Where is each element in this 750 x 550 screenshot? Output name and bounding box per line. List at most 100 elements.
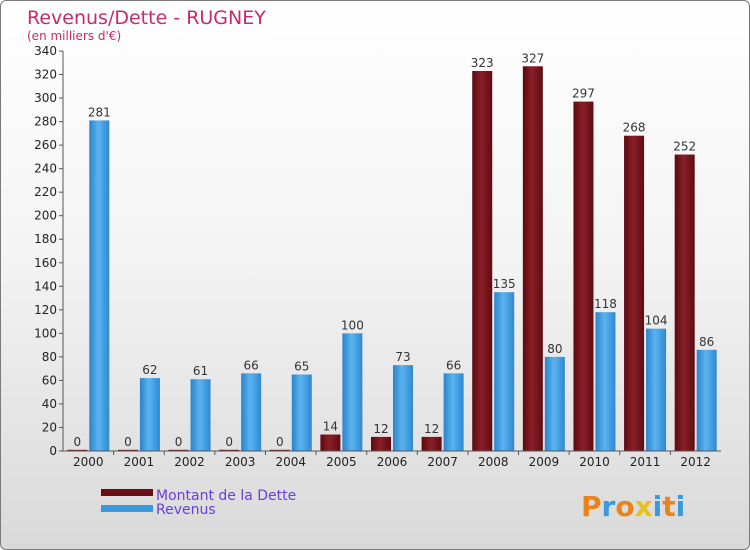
x-tick-label: 2008	[478, 455, 509, 469]
x-tick-label: 2005	[326, 455, 357, 469]
bar-revenus	[342, 333, 363, 451]
logo-letter: i	[676, 490, 686, 523]
y-tick-label: 100	[34, 326, 57, 340]
legend-swatch-debt	[101, 489, 153, 496]
legend: Montant de la Dette Revenus	[101, 488, 296, 518]
data-label-revenus: 135	[493, 277, 516, 291]
data-label-debt: 323	[471, 56, 494, 70]
data-label-debt: 297	[572, 87, 595, 101]
bar-revenus	[139, 378, 160, 451]
x-tick-label: 2001	[124, 455, 155, 469]
y-tick-label: 160	[34, 256, 57, 270]
legend-label-debt: Montant de la Dette	[156, 488, 296, 504]
y-tick-label: 40	[42, 397, 57, 411]
y-tick-label: 200	[34, 209, 57, 223]
data-label-revenus: 80	[547, 342, 562, 356]
bar-debt	[674, 154, 695, 451]
y-tick-label: 240	[34, 162, 57, 176]
y-tick-label: 320	[34, 68, 57, 82]
y-tick-label: 260	[34, 138, 57, 152]
y-tick-label: 0	[49, 444, 57, 458]
data-label-revenus: 281	[88, 105, 111, 119]
logo-letter: x	[635, 490, 653, 523]
data-label-revenus: 65	[294, 360, 309, 374]
y-tick-label: 60	[42, 373, 57, 387]
x-axis: 2000 2001 2002 2003 2004 2005 2006 2007 2008 2009…	[63, 450, 721, 469]
y-axis: 0 20 40 60 80 100 120 140 160 180 200 220 240 260 280 3…	[34, 44, 64, 458]
y-tick-label: 20	[42, 420, 57, 434]
bar-revenus	[595, 312, 616, 451]
data-label-debt: 12	[424, 422, 439, 436]
x-tick-label: 2012	[680, 455, 711, 469]
bar-revenus	[241, 373, 262, 451]
y-tick-label: 280	[34, 115, 57, 129]
y-tick-label: 220	[34, 185, 57, 199]
bar-revenus	[544, 356, 565, 451]
x-tick-label: 2006	[377, 455, 408, 469]
bar-revenus	[646, 328, 667, 451]
logo-letter: P	[581, 490, 602, 523]
x-tick-label: 2004	[275, 455, 306, 469]
data-label-revenus: 66	[446, 358, 461, 372]
logo-letter: t	[662, 490, 675, 523]
chart-subtitle: (en milliers d'€)	[27, 29, 121, 43]
data-label-debt: 0	[276, 435, 284, 449]
data-label-debt: 0	[124, 435, 132, 449]
bar-revenus	[291, 374, 312, 451]
y-tick-label: 140	[34, 279, 57, 293]
bar-debt	[117, 449, 138, 451]
data-label-debt: 12	[373, 422, 388, 436]
bar-debt	[269, 449, 290, 451]
bar-debt	[67, 449, 88, 451]
data-label-revenus: 118	[594, 297, 617, 311]
y-tick-label: 120	[34, 303, 57, 317]
legend-label-revenus: Revenus	[156, 502, 216, 518]
x-tick-label: 2009	[529, 455, 560, 469]
bar-debt	[573, 101, 594, 452]
data-label-revenus: 100	[341, 318, 364, 332]
bar-debt	[421, 436, 442, 451]
bar-revenus	[190, 379, 211, 451]
bar-revenus	[494, 292, 515, 451]
data-label-revenus: 61	[193, 364, 208, 378]
proxiti-logo: Proxiti	[581, 490, 685, 523]
bar-debt	[219, 449, 240, 451]
bar-debt	[624, 135, 645, 452]
data-label-revenus: 104	[645, 314, 668, 328]
data-label-revenus: 73	[395, 350, 410, 364]
bar-debt	[168, 449, 189, 451]
x-tick-label: 2002	[174, 455, 205, 469]
y-tick-label: 180	[34, 232, 57, 246]
logo-letter: o	[615, 490, 634, 523]
bar-revenus	[443, 373, 464, 451]
y-tick-label: 340	[34, 44, 57, 58]
bar-revenus	[696, 349, 717, 451]
bar-debt	[522, 66, 543, 451]
bar-debt	[320, 434, 341, 451]
data-label-debt: 252	[673, 140, 696, 154]
data-label-debt: 0	[175, 435, 183, 449]
bar-revenus	[89, 120, 110, 451]
data-label-debt: 0	[225, 435, 233, 449]
x-tick-label: 2003	[225, 455, 256, 469]
y-tick-label: 300	[34, 91, 57, 105]
bar-debt	[371, 436, 391, 451]
bar-revenus	[393, 365, 413, 451]
data-label-debt: 14	[323, 420, 338, 434]
y-tick-label: 80	[42, 350, 57, 364]
data-label-debt: 268	[623, 121, 646, 135]
x-tick-label: 2011	[630, 455, 661, 469]
bar-debt	[472, 71, 493, 451]
chart-title: Revenus/Dette - RUGNEY	[27, 7, 266, 29]
data-label-revenus: 66	[244, 358, 259, 372]
data-label-revenus: 86	[699, 335, 714, 349]
x-tick-label: 2007	[427, 455, 458, 469]
data-label-debt: 327	[521, 51, 544, 65]
logo-letter: r	[602, 490, 616, 523]
legend-swatch-revenus	[101, 505, 153, 512]
x-tick-label: 2000	[73, 455, 104, 469]
logo-letter: i	[653, 490, 663, 523]
data-label-debt: 0	[73, 435, 81, 449]
